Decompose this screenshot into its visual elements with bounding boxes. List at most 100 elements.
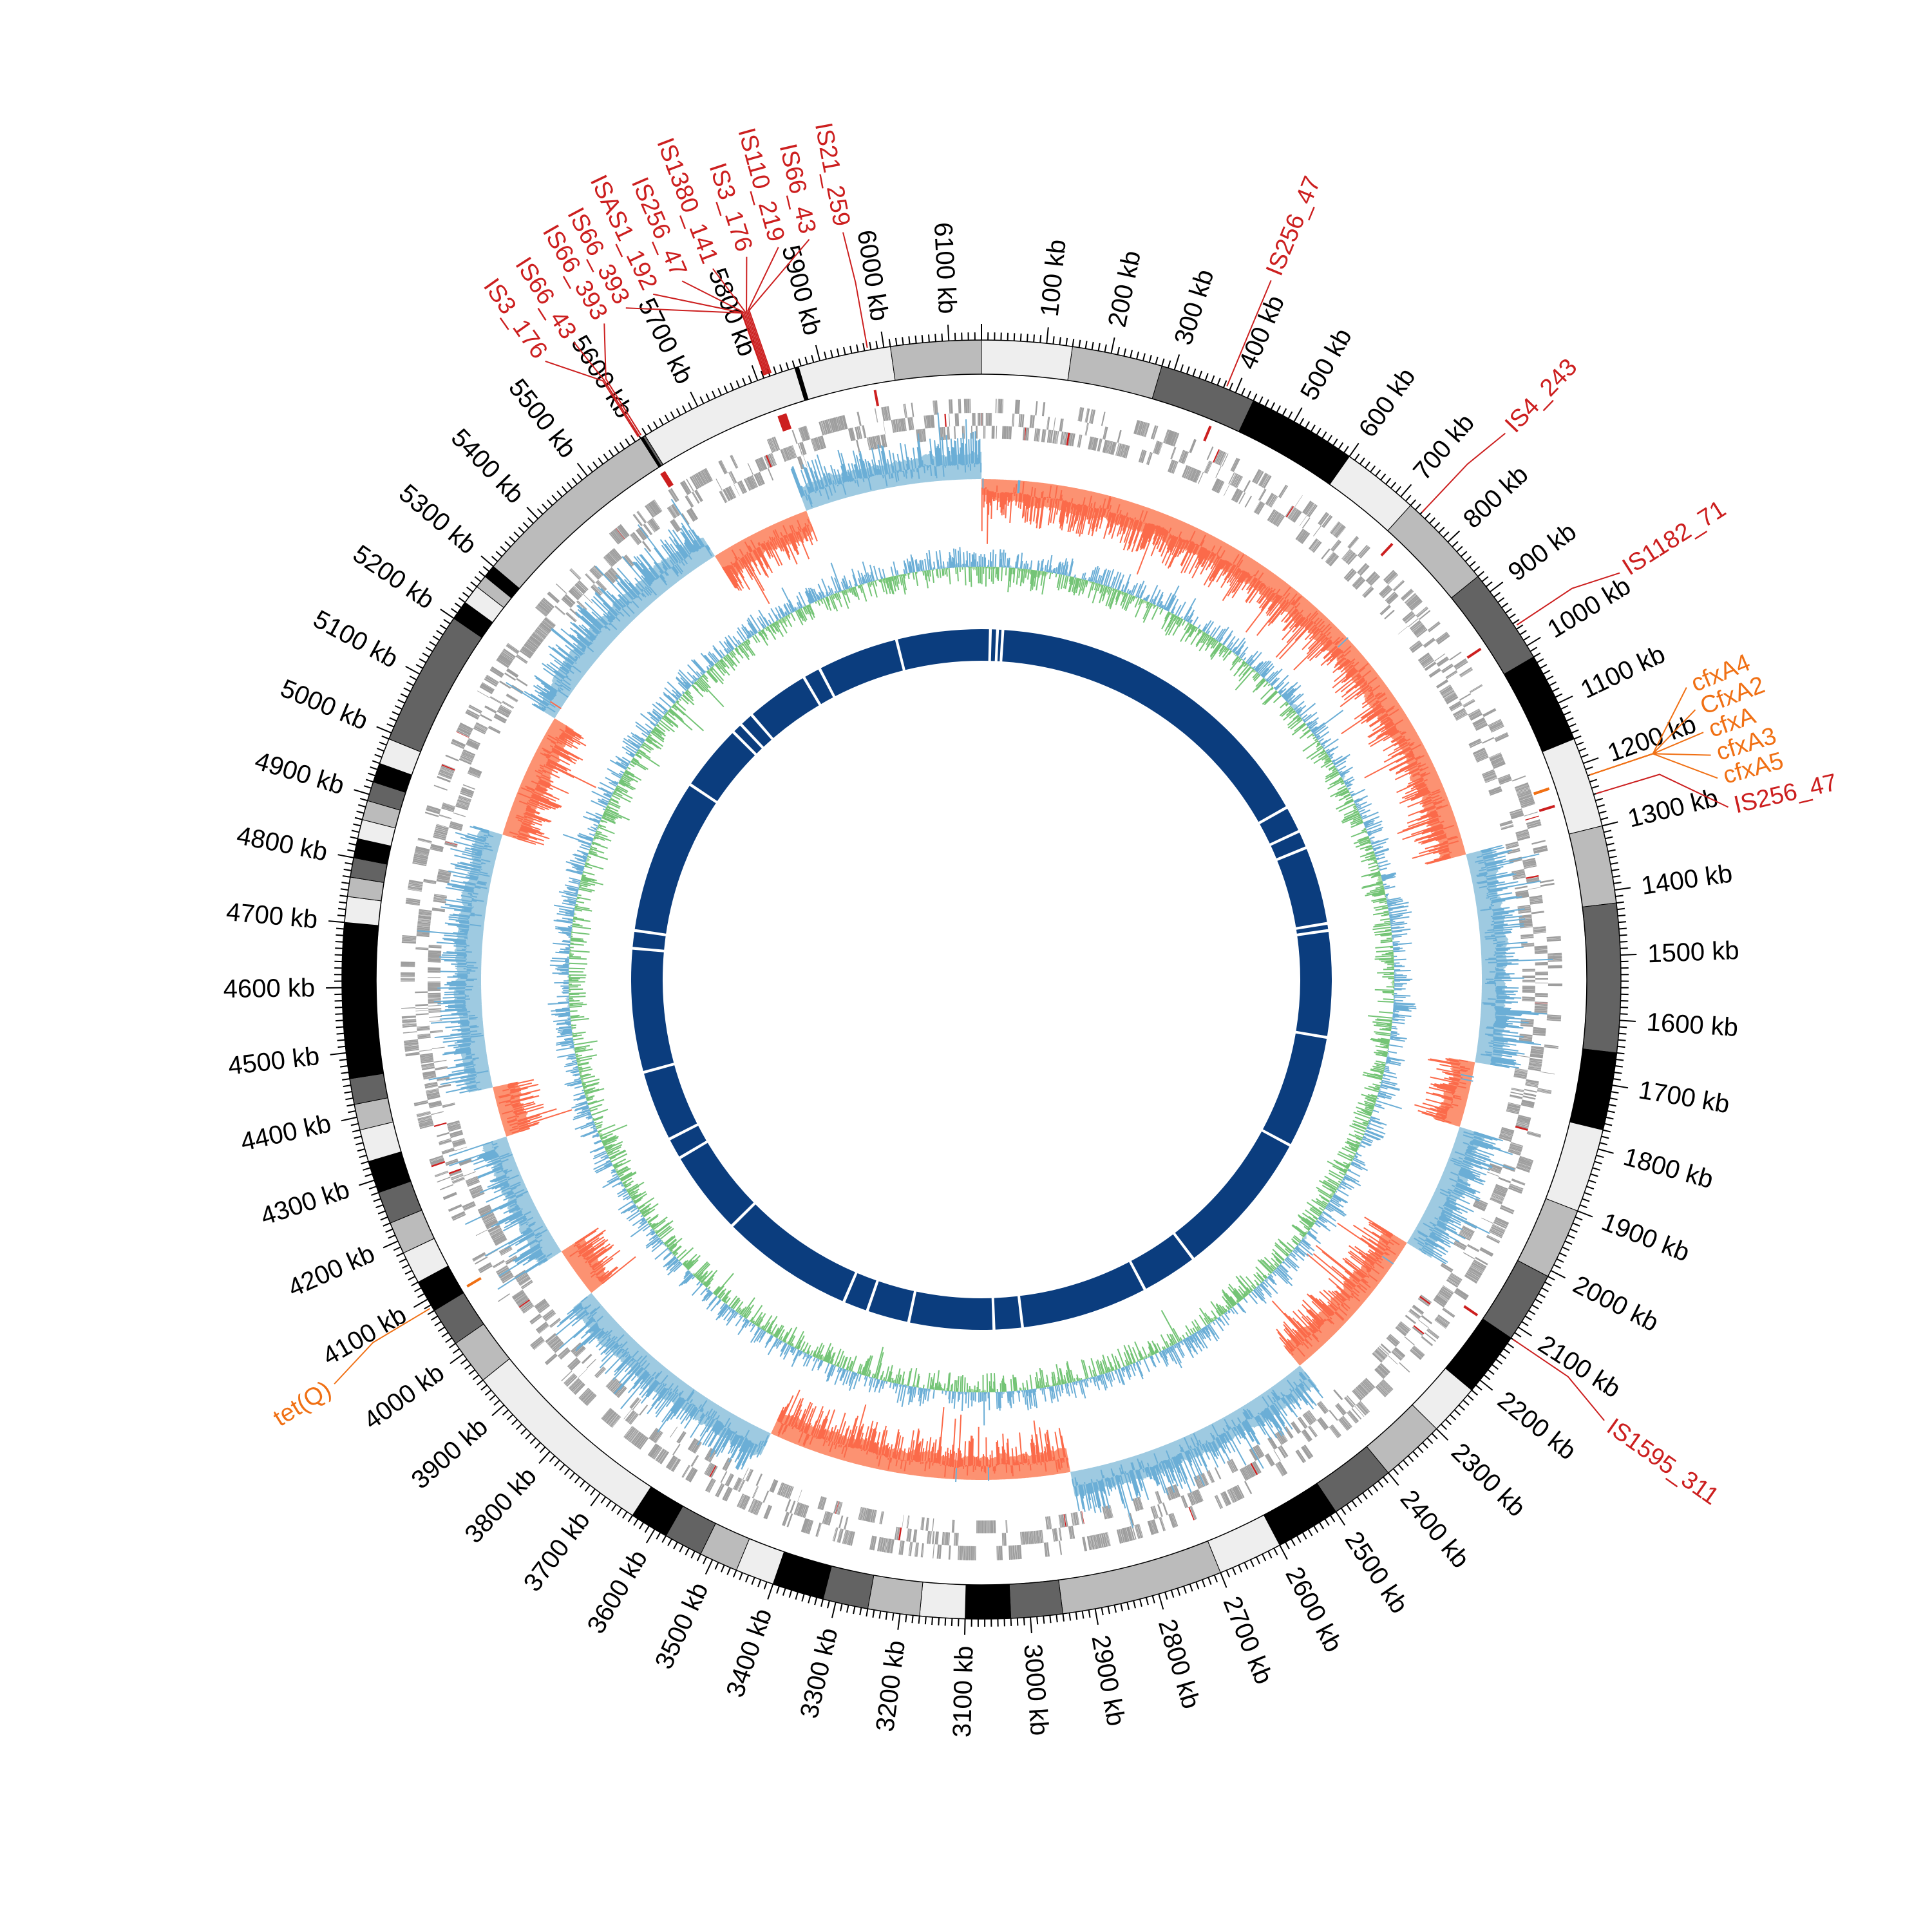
feature-connector-line	[545, 360, 639, 437]
feature-marker	[1533, 787, 1550, 795]
synteny-block	[680, 1142, 754, 1225]
tick-label: 5700 kb	[632, 294, 699, 388]
tick-label: 500 kb	[1295, 324, 1358, 405]
synteny-block	[1296, 932, 1332, 1036]
feature-marker	[1203, 425, 1212, 442]
tick-label: 2200 kb	[1492, 1386, 1582, 1465]
synteny-block	[997, 629, 1002, 661]
is-element-label: IS1595_311	[1602, 1413, 1723, 1510]
tick-label: 1500 kb	[1647, 936, 1739, 968]
tick-label: 700 kb	[1408, 408, 1480, 486]
tick-label: 1700 kb	[1636, 1075, 1732, 1119]
synteny-block	[1263, 1033, 1327, 1144]
contig-segment	[822, 1566, 875, 1609]
tick-label: 1300 kb	[1625, 784, 1721, 833]
synteny-block	[1131, 1234, 1192, 1289]
feature-connector-line	[712, 268, 768, 375]
tick-label: 5400 kb	[446, 423, 529, 509]
tick-label: 3700 kb	[518, 1506, 596, 1597]
feature-connector-line	[573, 341, 640, 437]
tick-label: 2600 kb	[1280, 1562, 1347, 1656]
tick-label: 2000 kb	[1569, 1270, 1663, 1337]
is-element-label: IS256_47	[1261, 173, 1326, 279]
tick-label: 3000 kb	[1018, 1643, 1054, 1736]
feature-marker	[873, 390, 880, 406]
tick-label: 3800 kb	[459, 1462, 542, 1549]
tick-label: 1100 kb	[1577, 640, 1670, 705]
synteny-block	[742, 715, 772, 747]
tick-label: 2500 kb	[1339, 1526, 1414, 1618]
tick-label: 4700 kb	[225, 898, 319, 934]
tick-label: 4500 kb	[227, 1042, 321, 1081]
scale-ticks	[326, 324, 1637, 1635]
feature-marker	[1463, 1305, 1479, 1317]
tick-label: 5100 kb	[308, 605, 402, 674]
synteny-block	[753, 678, 819, 738]
tick-label: 1800 kb	[1620, 1142, 1716, 1194]
feature-marker	[663, 471, 674, 486]
synteny-block	[1260, 808, 1298, 844]
contig-segment	[1517, 1198, 1578, 1277]
gc-content-track	[547, 547, 1417, 1426]
tick-label: 1200 kb	[1604, 710, 1700, 768]
feature-connector-line	[842, 232, 868, 348]
gene-row-3	[427, 425, 1536, 1534]
tick-label: 3500 kb	[650, 1578, 714, 1674]
tick-label: 6100 kb	[929, 222, 961, 314]
tick-label: 4000 kb	[359, 1358, 450, 1435]
tick-marks	[326, 324, 1637, 1635]
synteny-block	[845, 1273, 876, 1311]
tick-label: 4300 kb	[257, 1175, 353, 1231]
synteny-block	[1020, 1262, 1144, 1327]
contig-segment	[1151, 365, 1254, 432]
tick-label: 2300 kb	[1446, 1438, 1531, 1522]
feature-connector-line	[1589, 753, 1718, 779]
contig-segment	[1009, 1579, 1064, 1619]
tick-label: 100 kb	[1036, 238, 1072, 318]
tick-label: 3400 kb	[721, 1605, 777, 1701]
is-element-label: IS1182_71	[1618, 495, 1730, 581]
synteny-block	[820, 639, 903, 696]
tick-label: 4100 kb	[317, 1300, 411, 1370]
resistance-gene-label: tet(Q)	[269, 1376, 336, 1432]
synteny-block	[733, 1204, 855, 1302]
feature-marker	[1380, 543, 1394, 556]
contig-segment	[1545, 1121, 1604, 1212]
feature-connector-line	[1421, 433, 1506, 513]
synteny-block	[910, 1291, 993, 1330]
tick-label: 3300 kb	[795, 1625, 843, 1721]
synteny-block	[632, 932, 666, 950]
gc-low-line	[568, 566, 1395, 1393]
tick-label: 3200 kb	[871, 1639, 911, 1734]
is-element-label: IS4_243	[1500, 354, 1582, 438]
contig-segment	[493, 438, 659, 589]
tick-label: 3600 kb	[582, 1545, 653, 1638]
tick-label: 4800 kb	[234, 821, 330, 866]
tick-label: 5900 kb	[776, 242, 827, 338]
tick-label: 4900 kb	[252, 746, 348, 800]
synteny-block	[631, 949, 674, 1071]
synteny-block	[634, 786, 716, 934]
gc-skew-positive-line	[417, 412, 1553, 1528]
gc-high-line	[547, 547, 1417, 1426]
synteny-block	[990, 629, 996, 661]
tick-label: 4400 kb	[238, 1109, 334, 1157]
tick-label: 5300 kb	[393, 479, 482, 560]
feature-marker	[661, 471, 672, 488]
synteny-block	[994, 1296, 1021, 1330]
tick-label: 2700 kb	[1217, 1593, 1278, 1688]
tick-label: 2100 kb	[1533, 1330, 1625, 1403]
synteny-block	[868, 1281, 914, 1322]
feature-connector-line	[603, 323, 642, 436]
synteny-block	[1271, 832, 1306, 858]
synteny-block	[1002, 630, 1286, 822]
tick-label: 5200 kb	[348, 540, 439, 615]
ideogram-inner-border	[375, 374, 1587, 1586]
synteny-block-ring	[631, 629, 1332, 1330]
synteny-block	[1277, 849, 1327, 927]
tick-label: 2900 kb	[1086, 1633, 1130, 1728]
feature-connector-line	[1589, 753, 1711, 776]
feature-connector-line	[1226, 280, 1272, 387]
tick-label: 200 kb	[1103, 248, 1146, 330]
